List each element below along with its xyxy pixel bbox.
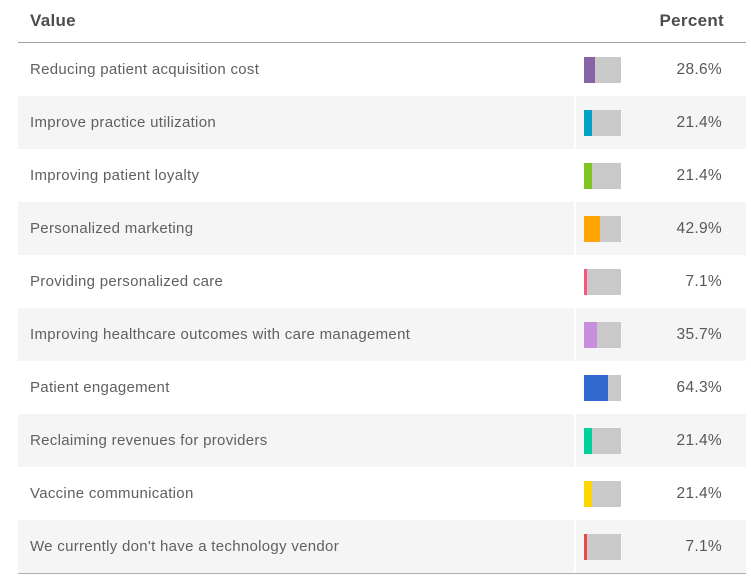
percent-mini-bar-fill xyxy=(584,162,592,189)
value-label: Improving healthcare outcomes with care … xyxy=(30,326,411,343)
percent-cell: 35.7% xyxy=(574,308,746,361)
percent-mini-bar xyxy=(584,374,621,401)
percent-cell: 7.1% xyxy=(574,255,746,308)
percent-mini-bar-fill xyxy=(584,374,608,401)
percent-mini-bar-fill xyxy=(584,533,587,560)
percent-value: 64.3% xyxy=(676,378,722,396)
percent-cell: 42.9% xyxy=(574,202,746,255)
percent-mini-bar-fill xyxy=(584,215,600,242)
percent-value: 7.1% xyxy=(685,272,722,290)
percent-mini-bar xyxy=(584,321,621,348)
table-row: Providing personalized care 7.1% xyxy=(18,255,746,308)
percent-cell: 28.6% xyxy=(574,43,746,96)
value-label: Providing personalized care xyxy=(30,273,224,290)
percent-mini-bar xyxy=(584,480,621,507)
percent-mini-bar-fill xyxy=(584,56,595,83)
table-row: Improving healthcare outcomes with care … xyxy=(18,308,746,361)
table-row: Vaccine communication 21.4% xyxy=(18,467,746,520)
percent-cell: 21.4% xyxy=(574,96,746,149)
value-label: Vaccine communication xyxy=(30,485,194,502)
value-label: Improve practice utilization xyxy=(30,114,216,131)
percent-cell: 21.4% xyxy=(574,467,746,520)
percent-mini-bar-fill xyxy=(584,109,592,136)
table-header-row: Value Percent xyxy=(18,0,746,43)
percent-mini-bar xyxy=(584,56,621,83)
percent-value: 28.6% xyxy=(676,60,722,78)
survey-results-table: Value Percent Reducing patient acquisiti… xyxy=(18,0,746,574)
table-row: Improving patient loyalty 21.4% xyxy=(18,149,746,202)
value-label: Reclaiming revenues for providers xyxy=(30,432,268,449)
percent-value: 42.9% xyxy=(676,219,722,237)
value-label: Patient engagement xyxy=(30,379,170,396)
table-row: Improve practice utilization 21.4% xyxy=(18,96,746,149)
percent-value: 21.4% xyxy=(676,113,722,131)
percent-mini-bar xyxy=(584,427,621,454)
percent-cell: 21.4% xyxy=(574,414,746,467)
value-label: We currently don't have a technology ven… xyxy=(30,538,339,555)
table-row: We currently don't have a technology ven… xyxy=(18,520,746,573)
percent-mini-bar-fill xyxy=(584,268,587,295)
percent-cell: 21.4% xyxy=(574,149,746,202)
percent-value: 21.4% xyxy=(676,166,722,184)
percent-mini-bar-fill xyxy=(584,480,592,507)
percent-mini-bar xyxy=(584,215,621,242)
percent-cell: 7.1% xyxy=(574,520,746,573)
value-label: Improving patient loyalty xyxy=(30,167,200,184)
column-header-value: Value xyxy=(30,11,76,30)
table-row: Patient engagement 64.3% xyxy=(18,361,746,414)
column-header-percent: Percent xyxy=(659,11,724,30)
value-label: Reducing patient acquisition cost xyxy=(30,61,260,78)
table-body: Reducing patient acquisition cost 28.6% Im… xyxy=(18,43,746,574)
table-row: Personalized marketing 42.9% xyxy=(18,202,746,255)
percent-cell: 64.3% xyxy=(574,361,746,414)
percent-mini-bar-fill xyxy=(584,321,598,348)
percent-mini-bar xyxy=(584,268,621,295)
percent-mini-bar xyxy=(584,533,621,560)
percent-mini-bar-fill xyxy=(584,427,592,454)
value-label: Personalized marketing xyxy=(30,220,194,237)
percent-value: 21.4% xyxy=(676,484,722,502)
table-row: Reclaiming revenues for providers 21.4% xyxy=(18,414,746,467)
percent-value: 21.4% xyxy=(676,431,722,449)
percent-mini-bar xyxy=(584,162,621,189)
table-row: Reducing patient acquisition cost 28.6% xyxy=(18,43,746,96)
percent-value: 35.7% xyxy=(676,325,722,343)
percent-mini-bar xyxy=(584,109,621,136)
percent-value: 7.1% xyxy=(685,537,722,555)
